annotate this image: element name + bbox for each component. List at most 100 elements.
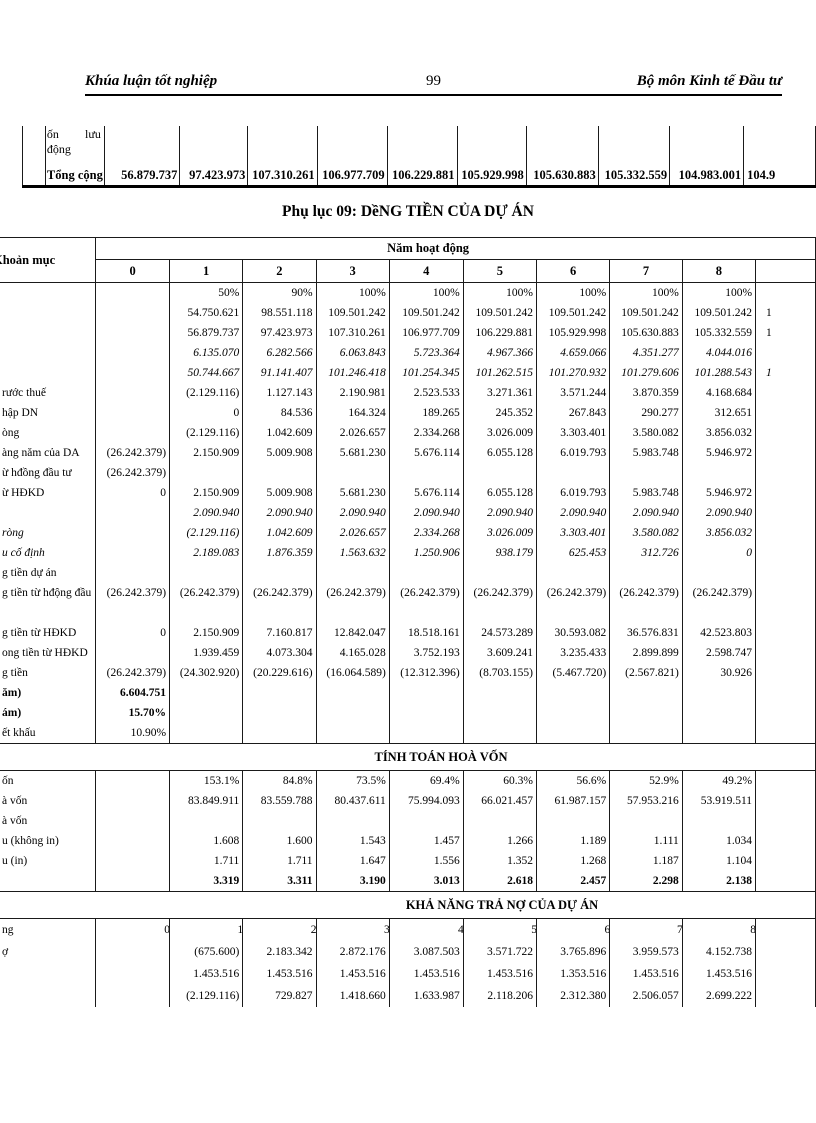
table-row: u (in) 1.711 1.711 1.647 1.556 1.352 1.268 1.18…: [0, 851, 816, 871]
table-cell: [526, 126, 599, 160]
table-cell: [682, 683, 757, 703]
year-header: 8: [682, 259, 757, 283]
row-label: [0, 985, 97, 1007]
table-cell: 5.681.230: [316, 443, 390, 463]
table-row: ừ hđồng đầu tư (26.242.379): [0, 463, 816, 483]
table-cell: 105.332.559: [682, 323, 757, 343]
table-cell: [536, 563, 611, 583]
table-cell: 54.750.621: [169, 303, 244, 323]
table-cell: [389, 723, 464, 744]
table-cell: [609, 563, 683, 583]
table-cell: 3.870.359: [609, 383, 683, 403]
table-cell: 1.876.359: [242, 543, 317, 563]
table-cell: [95, 963, 171, 985]
table-cell: [389, 603, 464, 623]
table-cell: 109.501.242: [536, 303, 611, 323]
table-cell: 1.034: [682, 831, 757, 851]
row-label: g tiền từ hđộng đầu: [0, 583, 97, 603]
table-cell: 3.190: [316, 871, 390, 892]
table-cell: [389, 463, 464, 483]
table-cell: 105.929.998: [457, 160, 527, 187]
table-row: ng 0 1 2 3 4 5 6 7 8: [0, 918, 816, 941]
table-cell: 3.026.009: [463, 523, 537, 543]
row-label: g tiền: [0, 663, 97, 683]
table-row: u cố định 2.189.083 1.876.359 1.563.632 1.25…: [0, 543, 816, 563]
table-cell: 84.536: [242, 403, 317, 423]
table-cell: [95, 941, 171, 963]
row-label: ốn lưu động: [45, 126, 105, 160]
table-cell: [463, 703, 537, 723]
table-row: g tiền dự án: [0, 563, 816, 583]
table-cell: 2.699.222: [682, 985, 757, 1007]
table-cell: [95, 282, 171, 303]
table-cell: 2.090.940: [463, 503, 537, 523]
table-row: òng (2.129.116) 1.042.609 2.026.657 2.334.26…: [0, 423, 816, 443]
section-header-row: TÍNH TOÁN HOÀ VỐN: [0, 743, 816, 771]
table-cell: [95, 643, 171, 663]
table-row: 50.744.667 91.141.407 101.246.418 101.254.3…: [0, 363, 816, 383]
year-group-header: Năm hoạt động: [95, 237, 816, 260]
table-cell: 1.711: [242, 851, 317, 871]
table-cell-clipped: [755, 503, 816, 523]
table-cell-clipped: [755, 985, 816, 1007]
table-cell-clipped: [755, 831, 816, 851]
table-cell: 3.087.503: [389, 941, 464, 963]
table-row: à vốn 83.849.911 83.559.788 80.437.611 75.99…: [0, 791, 816, 811]
table-cell: 2.189.083: [169, 543, 244, 563]
table-cell: 2.026.657: [316, 423, 390, 443]
table-cell: [169, 723, 244, 744]
table-cell: 312.726: [609, 543, 683, 563]
table-cell: 100%: [536, 282, 611, 303]
table-cell: 60.3%: [463, 770, 537, 791]
table-cell: [536, 723, 611, 744]
table-cell: 101.262.515: [463, 363, 537, 383]
table-cell: 2.312.380: [536, 985, 611, 1007]
table-cell: [463, 683, 537, 703]
row-label: ừ hđồng đầu tư: [0, 463, 97, 483]
table-cell: (675.600): [169, 941, 244, 963]
year-header: 1: [169, 259, 244, 283]
table-cell: 0: [682, 543, 757, 563]
table-cell: 53.919.511: [682, 791, 757, 811]
table-cell: 5: [463, 918, 537, 941]
table-cell: 5.009.908: [242, 443, 317, 463]
table-cell: [316, 723, 390, 744]
carryover-grid: ốn lưu động Tổng cộng 56.879.737 97.423.973 10…: [22, 126, 816, 188]
table-cell: 7.160.817: [242, 623, 317, 643]
table-cell: 189.265: [389, 403, 464, 423]
table-cell: 2.118.206: [463, 985, 537, 1007]
table-cell: 1.563.632: [316, 543, 390, 563]
table-cell: 106.977.709: [389, 323, 464, 343]
table-cell: 5.946.972: [682, 443, 757, 463]
table-cell: 5.676.114: [389, 443, 464, 463]
table-row: 1.453.516 1.453.516 1.453.516 1.453.516 1.45…: [0, 963, 816, 985]
table-cell: 10.90%: [95, 723, 171, 744]
row-label: à vốn: [0, 811, 97, 831]
table-cell: 3.303.401: [536, 423, 611, 443]
table-cell: 107.310.261: [316, 323, 390, 343]
row-label: g tiền từ HĐKD: [0, 623, 97, 643]
row-label: [0, 282, 97, 303]
table-row: rước thuế (2.129.116) 1.127.143 2.190.981 2.…: [0, 383, 816, 403]
table-cell: [95, 811, 171, 831]
table-cell: [95, 831, 171, 851]
table-cell: [169, 703, 244, 723]
table-cell: 1.353.516: [536, 963, 611, 985]
table-cell: 50.744.667: [169, 363, 244, 383]
section-title: KHẢ NĂNG TRẢ NỢ CỦA DỰ ÁN: [0, 891, 816, 919]
table-cell: [316, 683, 390, 703]
table-cell: 2.090.940: [609, 503, 683, 523]
table-cell: [609, 603, 683, 623]
table-cell: [95, 403, 171, 423]
table-cell: [95, 563, 171, 583]
table-cell: 73.5%: [316, 770, 390, 791]
table-row: ừ HĐKD 0 2.150.909 5.009.908 5.681.230 5.676.…: [0, 483, 816, 503]
table-cell: [463, 463, 537, 483]
table-cell: [389, 563, 464, 583]
table-cell: 2.298: [609, 871, 683, 892]
table-cell: 36.576.831: [609, 623, 683, 643]
table-cell: [536, 683, 611, 703]
table-cell: 6.055.128: [463, 483, 537, 503]
table-cell: [317, 126, 388, 160]
